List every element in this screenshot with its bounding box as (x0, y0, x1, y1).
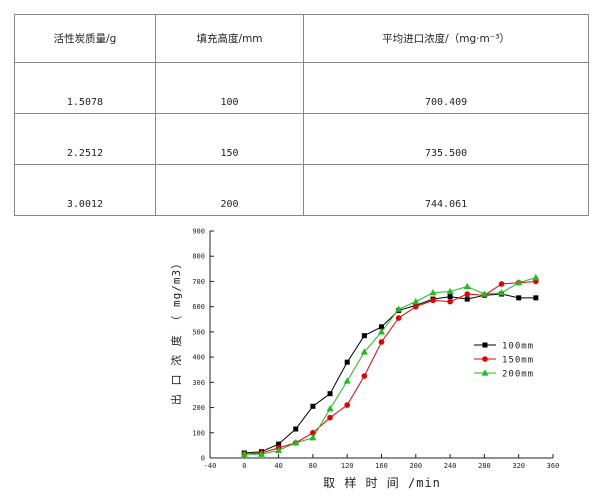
legend-item: 150mm (474, 356, 534, 366)
table-row: 2.2512 150 735.500 (14, 113, 589, 165)
data-point-triangle (309, 434, 317, 441)
y-tick-label: 300 (192, 379, 205, 387)
data-point-triangle (326, 405, 334, 412)
data-point-circle (482, 356, 488, 362)
data-point-circle (447, 298, 453, 305)
y-tick-label: 800 (192, 253, 205, 261)
data-point-circle (361, 373, 368, 379)
y-axis-label: 出 口 浓 度 （ mg/m3） (169, 257, 183, 405)
table-row: 3.0012 200 744.061 (14, 164, 589, 216)
data-point-circle (395, 315, 402, 321)
data-point-square (344, 359, 350, 365)
x-axis-label: 取 样 时 间 /min (323, 475, 441, 490)
table-header-row: 活性炭质量/g 填充高度/mm 平均进口浓度/（mg·m⁻³） (14, 14, 589, 63)
header-cell: 平均进口浓度/（mg·m⁻³） (303, 14, 589, 63)
chart-legend: 100mm 150mm 200mm (474, 342, 534, 380)
table-cell: 700.409 (303, 62, 589, 114)
y-tick-label: 500 (192, 328, 205, 336)
data-point-square (447, 294, 453, 300)
data-point-square (327, 391, 333, 397)
data-point-triangle (498, 288, 506, 296)
legend-label: 200mm (502, 370, 534, 380)
data-point-triangle (463, 282, 471, 290)
data-point-circle (464, 291, 471, 297)
data-point-circle (413, 303, 419, 310)
x-tick-label: 240 (444, 462, 457, 470)
data-point-triangle (343, 377, 351, 384)
y-tick-label: 100 (192, 429, 205, 437)
data-point-square (361, 333, 367, 339)
table-cell: 1.5078 (14, 62, 156, 114)
table-cell: 3.0012 (14, 164, 156, 216)
series-line (244, 293, 536, 454)
y-tick-label: 0 (201, 455, 205, 463)
table-cell: 2.2512 (14, 113, 156, 165)
data-point-triangle (275, 446, 283, 454)
x-tick-label: 360 (547, 462, 560, 470)
x-tick-label: 280 (478, 462, 491, 470)
legend-item: 200mm (474, 369, 534, 380)
y-tick-label: 200 (192, 404, 205, 412)
data-point-triangle (412, 297, 420, 305)
data-point-triangle (446, 287, 454, 295)
table-cell: 744.061 (303, 164, 589, 216)
x-tick-label: 80 (309, 462, 317, 470)
chart-series (240, 273, 540, 458)
x-tick-label: 200 (409, 462, 422, 470)
series-100mm (241, 291, 539, 456)
x-tick-label: 40 (274, 462, 282, 470)
x-tick-label: -40 (204, 462, 217, 470)
data-point-triangle (532, 273, 540, 281)
table-cell: 200 (154, 164, 305, 216)
y-tick-label: 700 (192, 278, 205, 286)
data-point-triangle (360, 348, 368, 355)
data-point-triangle (429, 288, 437, 296)
data-point-square (464, 296, 470, 302)
data-point-triangle (515, 278, 523, 286)
series-line (244, 280, 536, 455)
x-tick-label: 120 (341, 462, 354, 470)
data-point-square (533, 295, 539, 301)
data-point-square (310, 403, 316, 409)
data-point-triangle (481, 369, 489, 376)
data-point-circle (378, 339, 385, 345)
legend-label: 150mm (502, 356, 534, 366)
data-point-triangle (292, 439, 300, 446)
x-tick-label: 160 (375, 462, 388, 470)
data-point-square (379, 324, 384, 330)
y-tick-label: 400 (192, 354, 205, 362)
data-point-square (516, 295, 522, 301)
y-tick-label: 600 (192, 303, 205, 311)
header-cell: 填充高度/mm (154, 14, 305, 63)
y-tick-label: 900 (192, 228, 205, 236)
data-point-circle (327, 414, 333, 421)
header-cell: 活性炭质量/g (14, 14, 156, 63)
data-point-square (276, 441, 282, 447)
data-point-circle (430, 297, 436, 304)
series-150mm (241, 278, 539, 458)
data-point-circle (310, 429, 316, 436)
series-line (244, 277, 536, 455)
legend-label: 100mm (502, 342, 534, 352)
data-point-triangle (480, 290, 488, 297)
x-tick-label: 320 (512, 462, 525, 470)
table-cell: 150 (154, 113, 305, 165)
data-point-triangle (378, 328, 385, 335)
x-tick-label: 0 (242, 462, 246, 470)
data-point-triangle (257, 450, 265, 457)
table-row: 1.5078 100 700.409 (14, 62, 589, 114)
series-200mm (240, 273, 540, 457)
legend-item: 100mm (474, 342, 534, 352)
data-point-square (293, 426, 299, 432)
data-point-square (482, 342, 488, 348)
data-point-circle (344, 402, 351, 408)
data-point-triangle (240, 450, 248, 457)
table-cell: 100 (154, 62, 305, 114)
parameter-table: 活性炭质量/g 填充高度/mm 平均进口浓度/（mg·m⁻³） 1.5078 1… (14, 14, 589, 216)
data-point-triangle (395, 305, 403, 312)
data-point-circle (498, 281, 505, 287)
table-cell: 735.500 (303, 113, 589, 165)
